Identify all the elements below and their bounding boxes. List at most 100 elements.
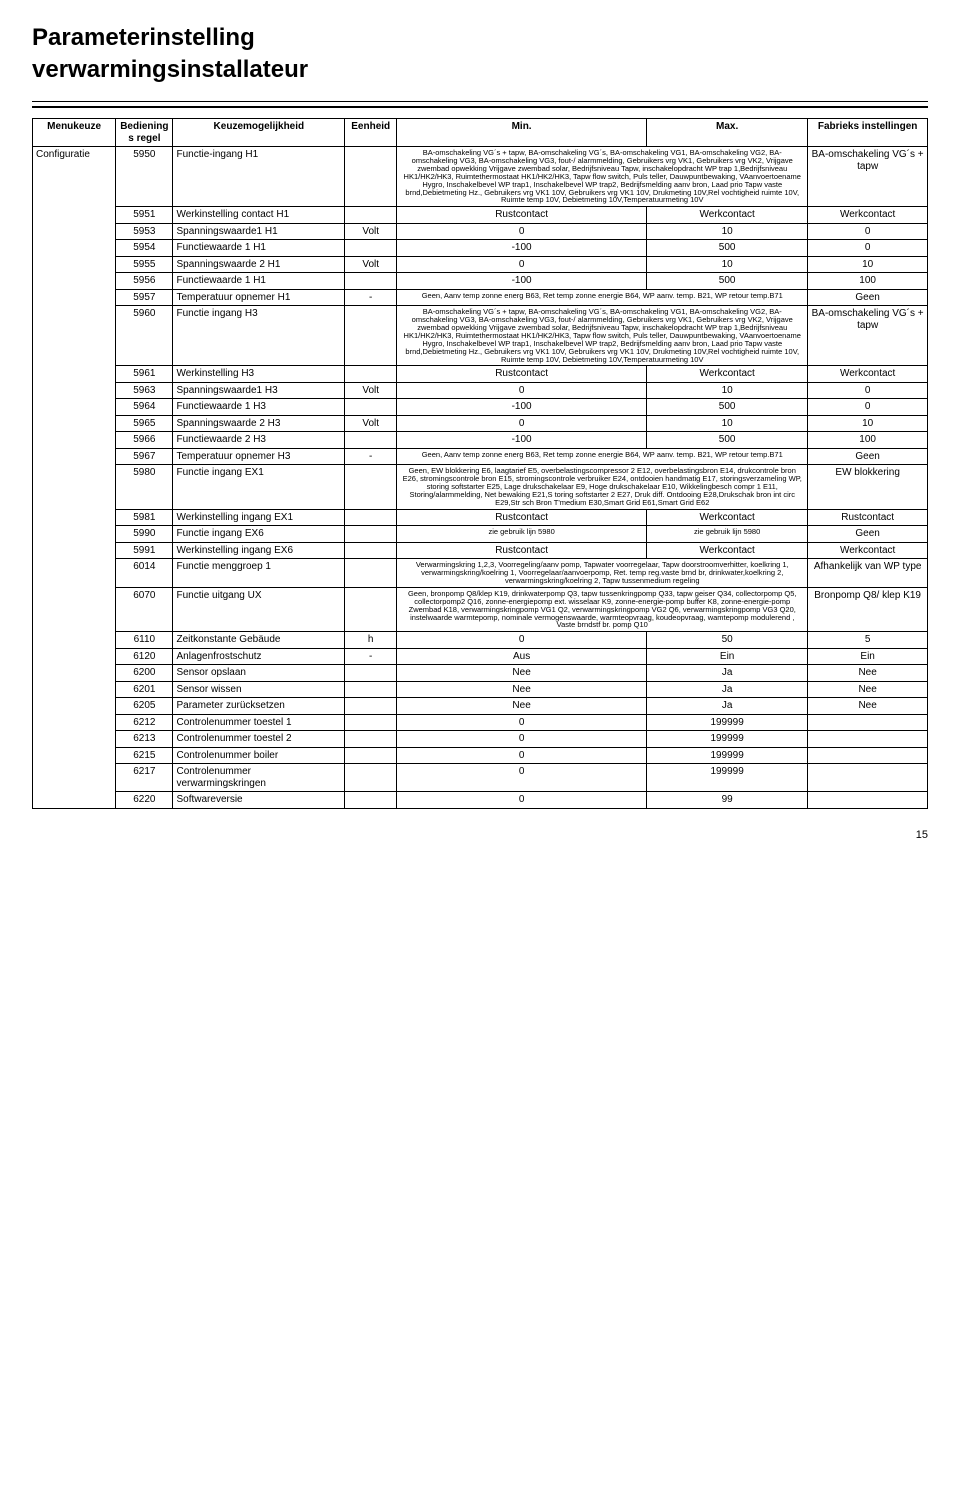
cell-regel: 5955 <box>116 256 173 273</box>
cell-min: Rustcontact <box>397 366 647 383</box>
table-header-row: Menukeuze Bedienings regel Keuzemogelijk… <box>33 119 928 147</box>
cell-keuze: Spanningswaarde1 H3 <box>173 382 345 399</box>
cell-regel: 6217 <box>116 764 173 792</box>
cell-keuze: Functiewaarde 1 H1 <box>173 273 345 290</box>
cell-max: 10 <box>646 223 807 240</box>
th-eenheid: Eenheid <box>345 119 397 147</box>
table-row: 5960Functie ingang H3BA-omschakeling VG´… <box>33 306 928 366</box>
cell-fabriek: EW blokkering <box>808 465 928 509</box>
cell-max: Ja <box>646 698 807 715</box>
cell-fabriek: Geen <box>808 448 928 465</box>
cell-eenheid: - <box>345 648 397 665</box>
table-row: 5991Werkinstelling ingang EX6Rustcontact… <box>33 542 928 559</box>
table-row: 5981Werkinstelling ingang EX1Rustcontact… <box>33 509 928 526</box>
cell-eenheid <box>345 306 397 366</box>
cell-min: 0 <box>397 382 647 399</box>
cell-min: 0 <box>397 714 647 731</box>
cell-min: 0 <box>397 792 647 809</box>
rule-thin <box>32 101 928 102</box>
cell-eenheid: Volt <box>345 256 397 273</box>
cell-keuze: Controlenummer verwarmingskringen <box>173 764 345 792</box>
table-row: 6070Functie uitgang UXGeen, bronpomp Q8/… <box>33 587 928 631</box>
cell-eenheid <box>345 747 397 764</box>
th-min: Min. <box>397 119 647 147</box>
cell-regel: 6014 <box>116 559 173 588</box>
cell-regel: 6213 <box>116 731 173 748</box>
th-menu: Menukeuze <box>33 119 116 147</box>
table-row: 5951Werkinstelling contact H1 Rustcontact… <box>33 207 928 224</box>
th-keuze: Keuzemogelijkheid <box>173 119 345 147</box>
cell-eenheid: h <box>345 632 397 649</box>
cell-min: Rustcontact <box>397 207 647 224</box>
cell-keuze: Werkinstelling ingang EX6 <box>173 542 345 559</box>
cell-regel: 5990 <box>116 526 173 543</box>
cell-eenheid <box>345 240 397 257</box>
cell-regel: 5956 <box>116 273 173 290</box>
cell-max: 50 <box>646 632 807 649</box>
cell-eenheid: - <box>345 289 397 306</box>
table-row: 5956Functiewaarde 1 H1-100500100 <box>33 273 928 290</box>
cell-fabriek: Bronpomp Q8/ klep K19 <box>808 587 928 631</box>
cell-keuze: Temperatuur opnemer H1 <box>173 289 345 306</box>
cell-regel: 6220 <box>116 792 173 809</box>
cell-keuze: Anlagenfrostschutz <box>173 648 345 665</box>
cell-keuze: Functiewaarde 1 H3 <box>173 399 345 416</box>
cell-eenheid <box>345 714 397 731</box>
cell-eenheid <box>345 587 397 631</box>
cell-eenheid <box>345 465 397 509</box>
cell-max: Ein <box>646 648 807 665</box>
page-title-line2: verwarmingsinstallateur <box>32 56 928 84</box>
cell-fabriek: Werkcontact <box>808 366 928 383</box>
cell-min: Nee <box>397 698 647 715</box>
cell-regel: 6205 <box>116 698 173 715</box>
cell-keuze: Functie ingang H3 <box>173 306 345 366</box>
cell-regel: 6120 <box>116 648 173 665</box>
table-row: 6201Sensor wissenNeeJaNee <box>33 681 928 698</box>
page-number: 15 <box>32 829 928 841</box>
cell-regel: 5964 <box>116 399 173 416</box>
cell-regel: 5951 <box>116 207 173 224</box>
th-regel: Bedienings regel <box>116 119 173 147</box>
cell-max: 500 <box>646 273 807 290</box>
cell-keuze: Temperatuur opnemer H3 <box>173 448 345 465</box>
th-fabriek: Fabrieks instellingen <box>808 119 928 147</box>
cell-keuze: Parameter zurücksetzen <box>173 698 345 715</box>
cell-max: 199999 <box>646 764 807 792</box>
cell-keuze: Functiewaarde 1 H1 <box>173 240 345 257</box>
cell-eenheid <box>345 731 397 748</box>
table-row: 6200Sensor opslaanNeeJaNee <box>33 665 928 682</box>
cell-keuze: Werkinstelling contact H1 <box>173 207 345 224</box>
cell-max: Werkcontact <box>646 542 807 559</box>
cell-keuze: Spanningswaarde1 H1 <box>173 223 345 240</box>
cell-min: 0 <box>397 256 647 273</box>
cell-eenheid <box>345 147 397 207</box>
cell-max: 10 <box>646 256 807 273</box>
table-row: 5967Temperatuur opnemer H3-Geen, Aanv te… <box>33 448 928 465</box>
cell-min: BA-omschakeling VG´s + tapw, BA-omschake… <box>397 306 808 366</box>
cell-eenheid <box>345 681 397 698</box>
cell-eenheid: Volt <box>345 415 397 432</box>
cell-min: Verwarmingskring 1,2,3, Voorregeling/aan… <box>397 559 808 588</box>
cell-min: Geen, EW blokkering E6, laagtarief E5, o… <box>397 465 808 509</box>
cell-min: -100 <box>397 273 647 290</box>
cell-eenheid <box>345 432 397 449</box>
cell-min: Rustcontact <box>397 542 647 559</box>
cell-keuze: Functie menggroep 1 <box>173 559 345 588</box>
th-max: Max. <box>646 119 807 147</box>
cell-min: Geen, Aanv temp zonne energ B63, Ret tem… <box>397 448 808 465</box>
cell-regel: 5966 <box>116 432 173 449</box>
table-row: 5964Functiewaarde 1 H3-1005000 <box>33 399 928 416</box>
cell-max: Ja <box>646 665 807 682</box>
cell-eenheid <box>345 792 397 809</box>
cell-fabriek <box>808 731 928 748</box>
cell-keuze: Controlenummer toestel 2 <box>173 731 345 748</box>
table-row: 5990Functie ingang EX6zie gebruik lijn 5… <box>33 526 928 543</box>
table-body: Configuratie5950Functie-ingang H1BA-omsc… <box>33 147 928 809</box>
cell-eenheid <box>345 526 397 543</box>
table-row: 5965Spanningswaarde 2 H3Volt01010 <box>33 415 928 432</box>
cell-regel: 6212 <box>116 714 173 731</box>
table-row: 5954Functiewaarde 1 H1-1005000 <box>33 240 928 257</box>
cell-keuze: Controlenummer boiler <box>173 747 345 764</box>
cell-min: -100 <box>397 432 647 449</box>
cell-keuze: Softwareversie <box>173 792 345 809</box>
